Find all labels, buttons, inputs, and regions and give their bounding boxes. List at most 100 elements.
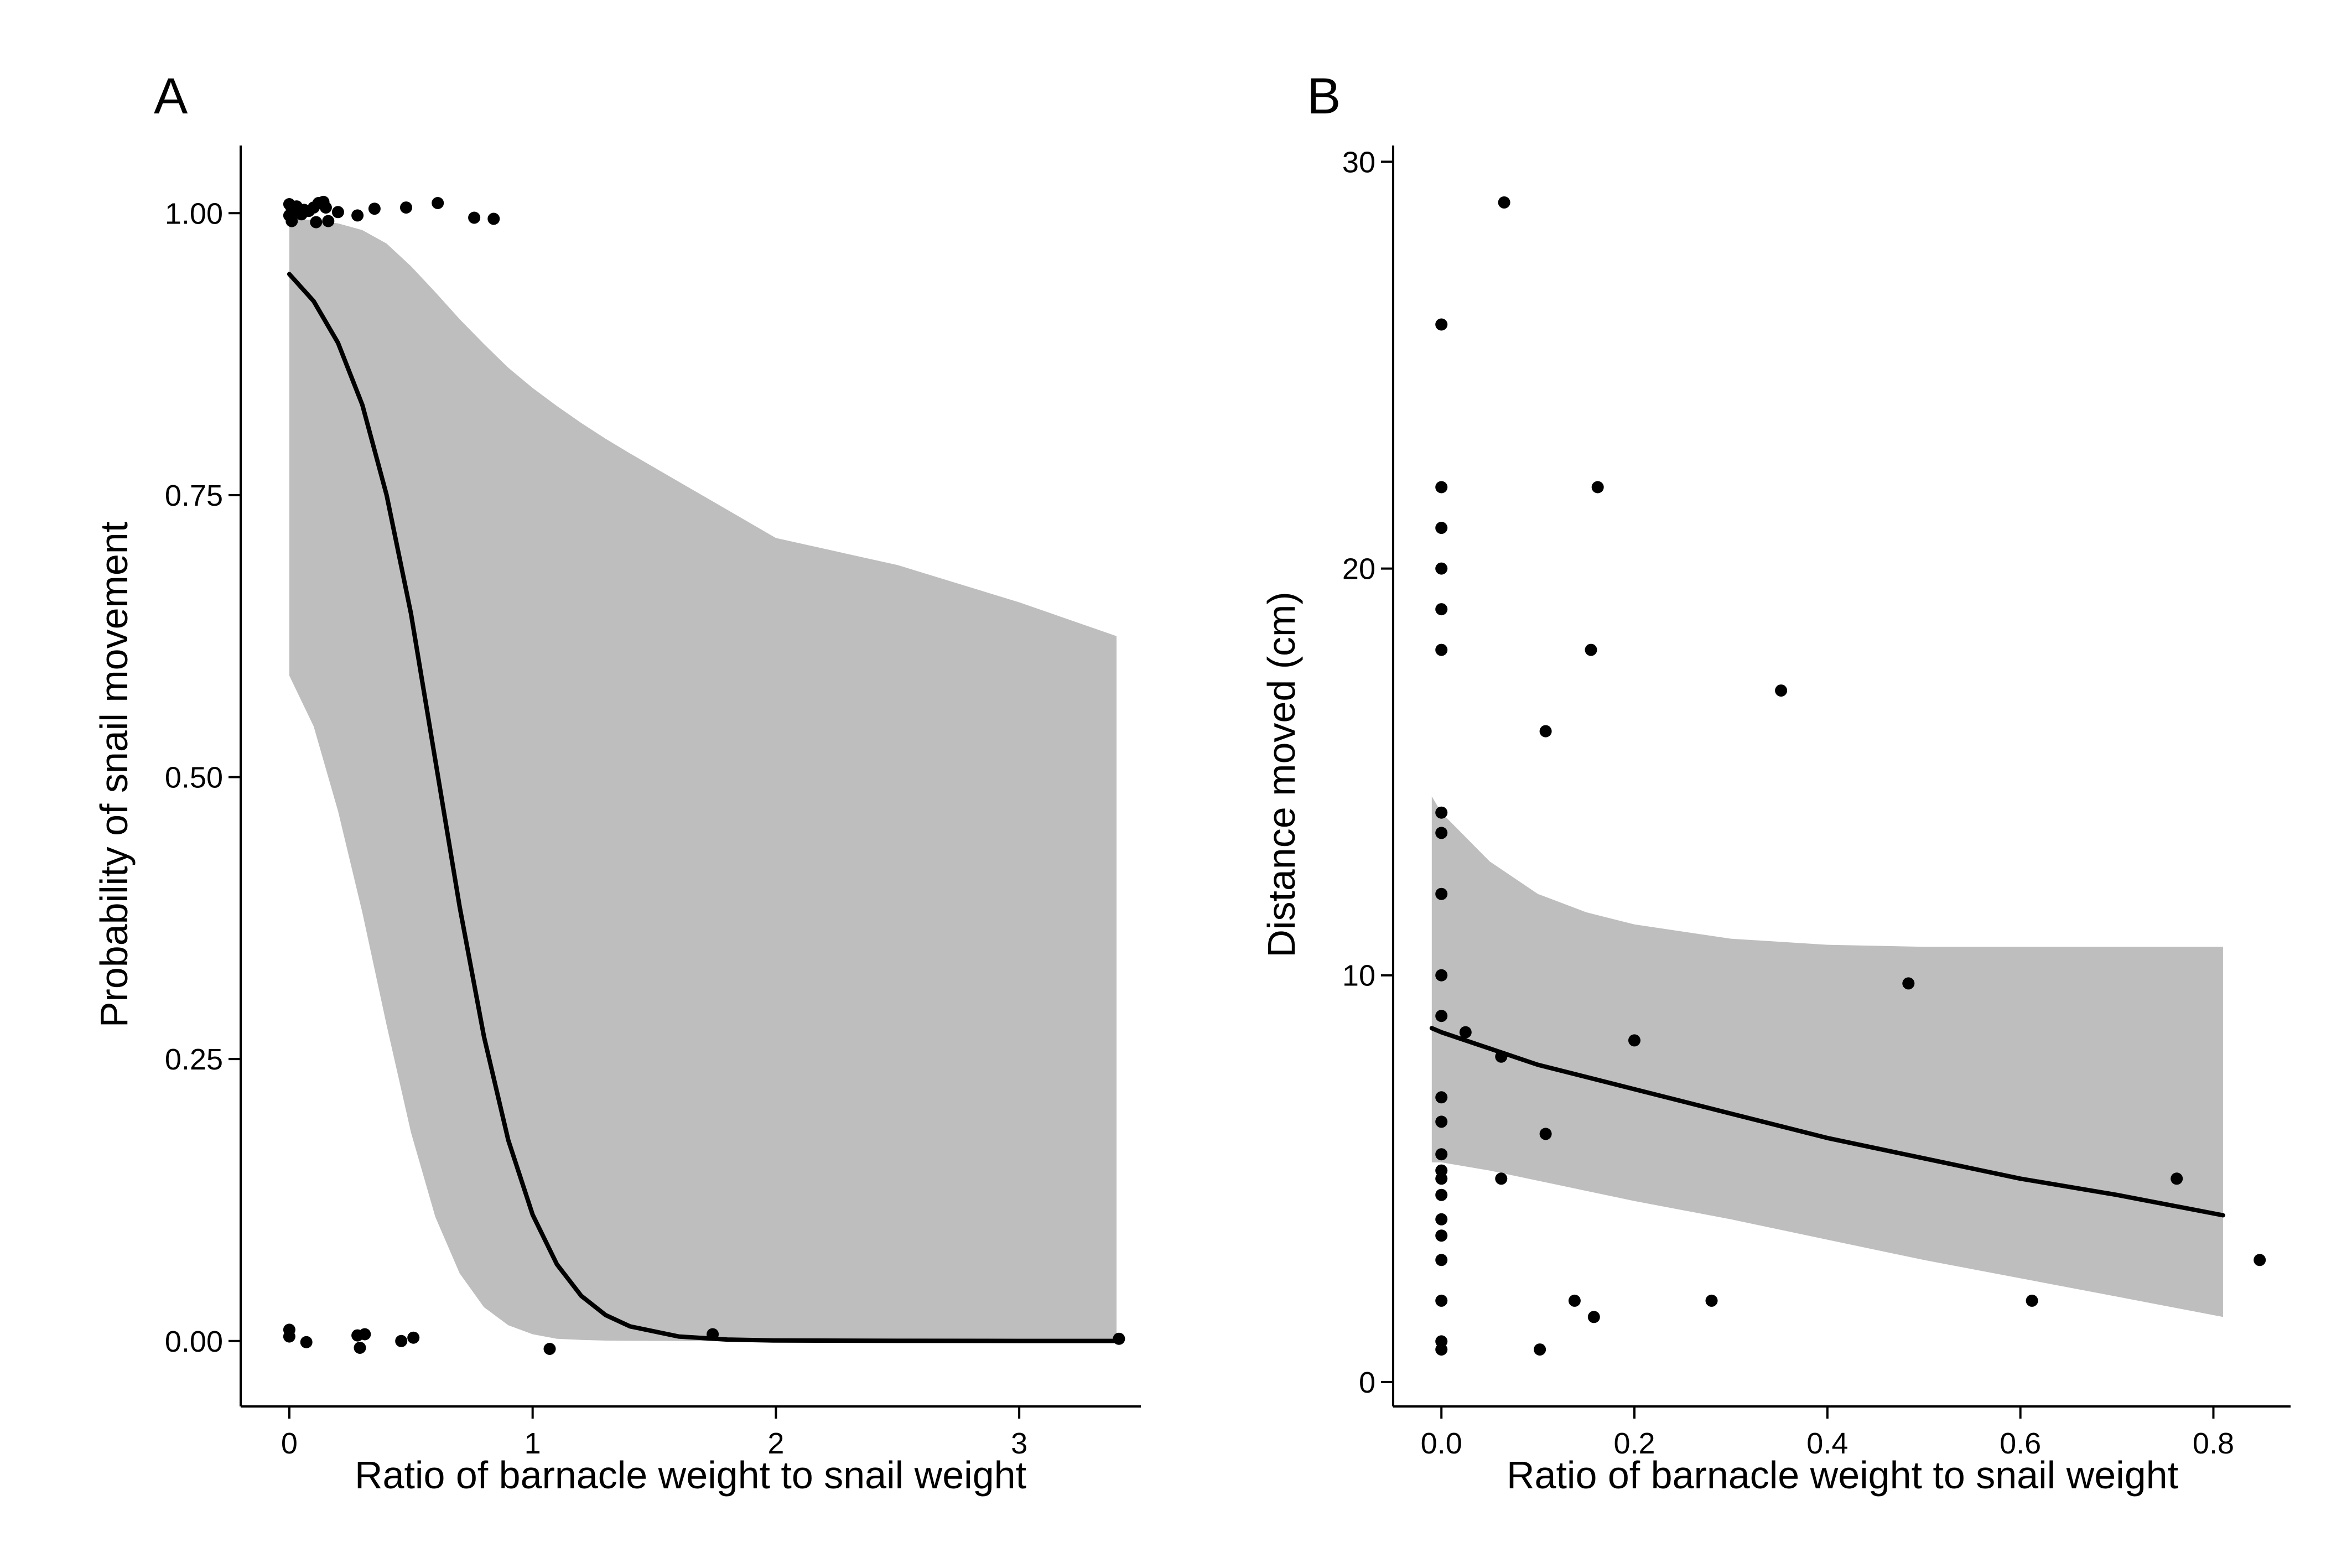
panel-b-x-tick-label: 0.0 xyxy=(1421,1427,1462,1460)
panel-a-x-tick-label: 2 xyxy=(767,1427,784,1460)
panel-a-data-point xyxy=(285,215,298,227)
panel-b-data-point xyxy=(1435,1254,1448,1266)
panel-a-y-tick-label: 1.00 xyxy=(165,197,223,230)
panel-b-data-point xyxy=(1435,1213,1448,1226)
panel-b-data-point xyxy=(1435,1294,1448,1307)
panel-b-data-point xyxy=(1435,1343,1448,1356)
panel-a-data-point xyxy=(487,212,500,225)
panel-a-fit-line xyxy=(287,272,1119,1343)
panel-b-band-area xyxy=(1431,796,2223,1317)
panel-b-fit-curve xyxy=(1429,1026,2225,1218)
panel-a-y-tick-label: 0.00 xyxy=(165,1325,223,1358)
panel-b-x-tick-label: 0.8 xyxy=(2193,1427,2234,1460)
panel-a-y-tick-label: 0.25 xyxy=(165,1043,223,1076)
panel-b-points xyxy=(1435,196,2266,1356)
panel-b-data-point xyxy=(1628,1034,1640,1047)
panel-a-data-point xyxy=(310,216,323,229)
panel-b-y-tick-label: 10 xyxy=(1342,959,1375,993)
panel-a-x-tick-label: 0 xyxy=(281,1427,298,1460)
panel-b-data-point xyxy=(1435,1115,1448,1128)
panel-b-data-point xyxy=(1568,1294,1581,1307)
panel-a-data-point xyxy=(322,215,335,227)
panel-a-x-tick-label: 1 xyxy=(525,1427,541,1460)
panel-a-data-point xyxy=(468,211,481,224)
panel-a-data-point xyxy=(359,1328,371,1341)
panel-a-y-ticks: 0.00 0.25 0.50 0.75 1.00 xyxy=(165,197,241,1358)
panel-b-x-ticks: 0.0 0.2 0.4 0.6 0.8 xyxy=(1421,1406,2234,1460)
panel-a: A 0 1 2 3 0.00 0.25 0.50 0.75 1.00 Ratio of bar… xyxy=(92,68,1141,1497)
panel-b-letter: B xyxy=(1307,68,1341,124)
panel-a-data-point xyxy=(300,1336,313,1348)
panel-b-data-point xyxy=(1435,887,1448,900)
panel-b-data-point xyxy=(1435,481,1448,494)
panel-a-data-point xyxy=(331,206,344,219)
panel-a-confidence-band xyxy=(289,219,1117,1341)
panel-b-data-point xyxy=(1435,1229,1448,1242)
panel-b-data-point xyxy=(1591,481,1604,494)
panel-b-data-point xyxy=(1539,1128,1552,1140)
panel-a-data-point xyxy=(319,201,332,214)
panel-b-y-tick-label: 0 xyxy=(1359,1366,1375,1399)
panel-a-letter: A xyxy=(154,68,188,124)
panel-a-y-axis-title: Probability of snail movement xyxy=(92,522,136,1027)
panel-b-data-point xyxy=(1435,562,1448,575)
panel-b-data-point xyxy=(1435,1172,1448,1185)
panel-b-data-point xyxy=(1902,977,1915,990)
panel-b-data-point xyxy=(1435,522,1448,534)
panel-a-data-point xyxy=(707,1328,719,1341)
panel-b-y-tick-label: 30 xyxy=(1342,146,1375,179)
panel-b-y-axis-title: Distance moved (cm) xyxy=(1260,591,1303,957)
panel-a-data-point xyxy=(395,1335,408,1347)
panel-a-data-point xyxy=(1113,1332,1125,1345)
panel-b-data-point xyxy=(1435,1148,1448,1161)
panel-b-x-tick-label: 0.4 xyxy=(1806,1427,1848,1460)
panel-a-x-axis-title: Ratio of barnacle weight to snail weight xyxy=(355,1453,1026,1497)
panel-b-data-point xyxy=(1587,1311,1600,1323)
panel-b-data-point xyxy=(1585,643,1597,656)
panel-b-data-point xyxy=(1539,725,1552,738)
panel-b-x-tick-label: 0.6 xyxy=(2000,1427,2041,1460)
panel-a-data-point xyxy=(400,201,412,214)
panel-b-x-axis-title: Ratio of barnacle weight to snail weight xyxy=(1507,1453,2178,1497)
panel-b-data-point xyxy=(1459,1026,1472,1039)
panel-b-data-point xyxy=(2171,1172,2183,1185)
panel-b-data-point xyxy=(1775,684,1788,697)
panel-b-data-point xyxy=(2254,1254,2266,1266)
panel-b-y-ticks: 0 10 20 30 xyxy=(1342,146,1393,1399)
panel-b-data-point xyxy=(1705,1294,1718,1307)
panel-b-data-point xyxy=(1495,1172,1508,1185)
panel-a-data-point xyxy=(283,1330,295,1343)
panel-b: B 0.0 0.2 0.4 0.6 0.8 0 10 20 30 Ratio of barna… xyxy=(1260,68,2291,1497)
panel-a-data-point xyxy=(351,209,364,222)
panel-b-data-point xyxy=(1435,969,1448,982)
panel-b-y-tick-label: 20 xyxy=(1342,553,1375,586)
panel-b-data-point xyxy=(1435,827,1448,839)
panel-a-data-point xyxy=(432,197,444,209)
panel-a-fit-curve xyxy=(287,272,1119,1343)
panel-b-data-point xyxy=(2026,1294,2038,1307)
panel-b-fit-line xyxy=(1429,1026,2225,1218)
panel-a-points xyxy=(283,195,1125,1355)
panel-a-y-tick-label: 0.75 xyxy=(165,479,223,512)
panel-b-data-point xyxy=(1495,1050,1508,1063)
panel-b-data-point xyxy=(1498,196,1510,209)
panel-b-data-point xyxy=(1534,1343,1546,1356)
panel-b-data-point xyxy=(1435,1010,1448,1022)
panel-b-data-point xyxy=(1435,1188,1448,1201)
panel-a-data-point xyxy=(543,1343,556,1355)
panel-a-data-point xyxy=(354,1342,366,1354)
panel-b-data-point xyxy=(1435,806,1448,819)
panel-b-confidence-band xyxy=(1431,796,2223,1317)
panel-b-data-point xyxy=(1435,318,1448,331)
panel-a-data-point xyxy=(368,203,381,215)
panel-a-x-ticks: 0 1 2 3 xyxy=(281,1406,1027,1460)
panel-a-band-area xyxy=(289,219,1117,1341)
panel-a-y-tick-label: 0.50 xyxy=(165,761,223,795)
panel-b-data-point xyxy=(1435,643,1448,656)
panel-a-data-point xyxy=(407,1331,420,1344)
panel-b-data-point xyxy=(1435,603,1448,616)
panel-b-x-tick-label: 0.2 xyxy=(1613,1427,1655,1460)
panel-b-data-point xyxy=(1435,1091,1448,1104)
panel-a-x-tick-label: 3 xyxy=(1011,1427,1027,1460)
